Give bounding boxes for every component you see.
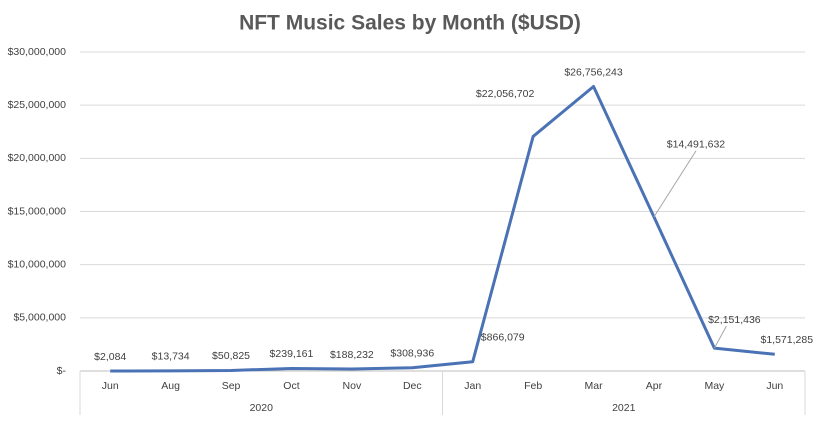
data-label: $308,936 [390,347,434,359]
leader-line [653,150,697,218]
data-label: $13,734 [152,351,190,363]
x-tick-label: Jun [766,380,783,392]
data-label: $239,161 [270,348,314,360]
y-tick-label: $15,000,000 [8,205,67,217]
y-tick-label: $5,000,000 [13,312,66,324]
data-label: $1,571,285 [761,334,814,346]
x-group-label: 2020 [250,402,274,414]
data-label: $50,825 [212,350,250,362]
y-tick-label: $30,000,000 [8,46,67,58]
x-tick-label: Feb [524,380,542,392]
x-tick-label: Nov [343,380,362,392]
data-label: $22,056,702 [476,88,535,100]
x-tick-label: Jan [464,380,481,392]
x-tick-label: Aug [161,380,180,392]
data-label: $14,491,632 [667,139,726,151]
x-tick-label: Mar [584,380,603,392]
y-tick-label: $25,000,000 [8,99,67,111]
x-tick-label: Apr [646,380,663,392]
data-label: $2,151,436 [708,314,761,326]
data-label: $866,079 [481,332,525,344]
x-tick-label: Sep [222,380,241,392]
data-label: $26,756,243 [564,66,623,78]
x-tick-label: May [704,380,725,392]
leader-line [713,325,727,349]
x-group-label: 2021 [612,402,636,414]
data-label: $2,084 [94,351,126,363]
y-tick-label: $20,000,000 [8,152,67,164]
y-tick-label: $10,000,000 [8,258,67,270]
data-label: $188,232 [330,349,374,361]
x-tick-label: Oct [283,380,299,392]
chart-title: NFT Music Sales by Month ($USD) [239,12,581,35]
series-line [110,84,775,373]
x-tick-label: Jun [102,380,119,392]
y-tick-label: $- [57,365,67,377]
x-tick-label: Dec [403,380,422,392]
